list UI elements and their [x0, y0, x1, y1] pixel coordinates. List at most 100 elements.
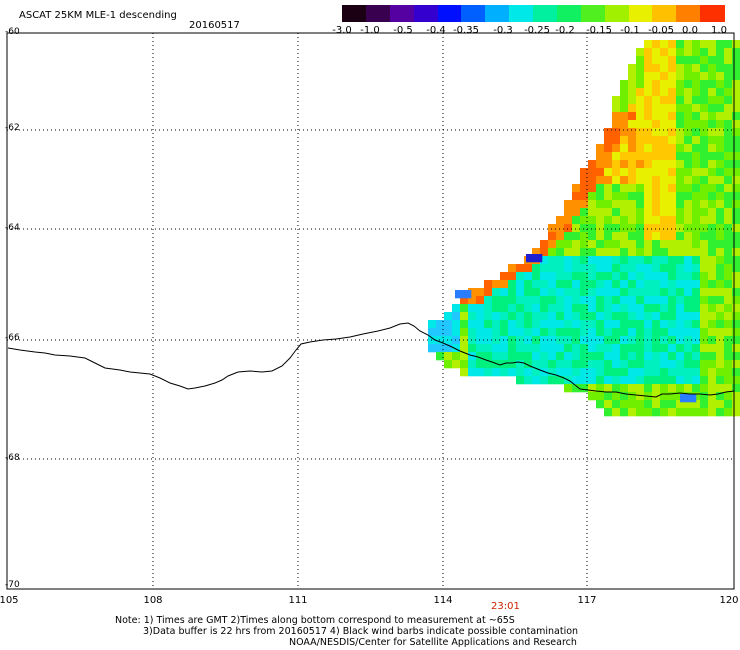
swath-pixel	[572, 368, 581, 377]
swath-pixel	[652, 200, 661, 209]
colorbar-cell	[556, 5, 582, 22]
swath-pixel	[516, 352, 525, 361]
swath-pixel	[700, 160, 709, 169]
swath-pixel	[588, 304, 597, 313]
swath-pixel	[644, 264, 653, 273]
swath-pixel	[612, 384, 621, 393]
swath-pixel	[580, 376, 589, 385]
swath-pixel	[596, 144, 605, 153]
swath-pixel	[644, 72, 653, 81]
swath-pixel	[636, 48, 645, 57]
swath-pixel	[564, 336, 573, 345]
swath-pixel	[596, 216, 605, 225]
note-line-1: Note: 1) Times are GMT 2)Times along bot…	[115, 615, 515, 626]
swath-pixel	[660, 168, 669, 177]
swath-pixel	[652, 392, 661, 401]
swath-pixel	[708, 320, 717, 329]
swath-pixel	[444, 344, 453, 353]
swath-pixel	[684, 56, 693, 65]
swath-pixel	[652, 296, 661, 305]
swath-pixel	[724, 408, 733, 417]
swath-pixel	[572, 240, 581, 249]
swath-pixel	[692, 384, 701, 393]
swath-pixel	[596, 176, 605, 185]
swath-pixel	[484, 360, 493, 369]
swath-pixel	[684, 184, 693, 193]
swath-pixel	[708, 64, 717, 73]
swath-pixel	[716, 104, 725, 113]
swath-pixel	[724, 280, 733, 289]
swath-pixel	[540, 264, 549, 273]
swath-pixel	[716, 288, 725, 297]
swath-pixel	[580, 312, 589, 321]
swath-pixel	[684, 240, 693, 249]
swath-pixel	[708, 344, 717, 353]
swath-pixel	[628, 336, 637, 345]
swath-pixel	[716, 272, 725, 281]
swath-pixel	[732, 112, 740, 121]
swath-pixel	[564, 216, 573, 225]
swath-pixel	[572, 280, 581, 289]
swath-pixel	[468, 360, 477, 369]
swath-pixel	[644, 336, 653, 345]
swath-pixel	[676, 64, 685, 73]
swath-pixel	[732, 200, 740, 209]
swath-pixel	[428, 344, 437, 353]
swath-pixel	[628, 280, 637, 289]
swath-pixel	[700, 168, 709, 177]
swath-pixel	[660, 176, 669, 185]
swath-pixel	[564, 288, 573, 297]
swath-pixel	[716, 192, 725, 201]
swath-pixel	[724, 296, 733, 305]
swath-pixel	[668, 56, 677, 65]
swath-pixel	[492, 280, 501, 289]
swath-pixel	[724, 152, 733, 161]
swath-pixel	[588, 200, 597, 209]
swath-pixel	[580, 296, 589, 305]
swath-pixel	[652, 408, 661, 417]
swath-pixel	[644, 56, 653, 65]
swath-pixel	[700, 184, 709, 193]
swath-pixel	[700, 144, 709, 153]
swath-pixel	[588, 336, 597, 345]
swath-pixel	[620, 296, 629, 305]
swath-pixel	[588, 184, 597, 193]
colorbar-cell	[365, 5, 391, 22]
swath-pixel	[636, 296, 645, 305]
swath-pixel	[548, 256, 557, 265]
swath-pixel	[572, 224, 581, 233]
swath-pixel	[524, 272, 533, 281]
swath-pixel	[692, 248, 701, 257]
lat-label: -62	[5, 123, 20, 133]
swath-pixel	[604, 128, 613, 137]
swath-pixel	[716, 296, 725, 305]
swath-pixel	[716, 328, 725, 337]
swath-pixel	[644, 128, 653, 137]
swath-pixel	[532, 376, 541, 385]
swath-pixel	[636, 216, 645, 225]
swath-pixel	[604, 224, 613, 233]
swath-pixel	[588, 240, 597, 249]
swath-pixel	[700, 272, 709, 281]
swath-pixel	[500, 304, 509, 313]
swath-pixel	[708, 352, 717, 361]
swath-pixel	[620, 400, 629, 409]
swath-pixel	[620, 280, 629, 289]
swath-pixel	[724, 224, 733, 233]
swath-pixel	[468, 344, 477, 353]
swath-pixel	[500, 296, 509, 305]
swath-pixel	[620, 272, 629, 281]
swath-pixel	[612, 168, 621, 177]
swath-pixel	[572, 272, 581, 281]
swath-pixel	[716, 160, 725, 169]
swath-pixel	[564, 264, 573, 273]
swath-pixel	[660, 48, 669, 57]
swath-pixel	[732, 312, 740, 321]
swath-pixel	[668, 184, 677, 193]
swath-pixel	[516, 336, 525, 345]
swath-pixel	[676, 80, 685, 89]
swath-pixel	[684, 88, 693, 97]
swath-pixel	[612, 224, 621, 233]
swath-pixel	[564, 280, 573, 289]
swath-pixel	[604, 280, 613, 289]
